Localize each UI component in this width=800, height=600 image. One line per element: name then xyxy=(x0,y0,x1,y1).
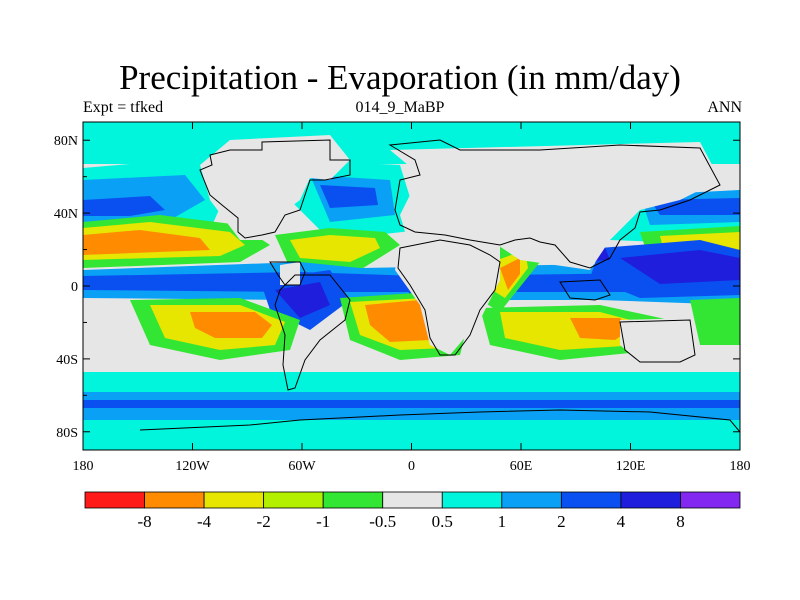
north-america-land xyxy=(200,135,350,240)
satl-subtropic-3 xyxy=(365,300,440,342)
lat-tick-label: 80N xyxy=(54,134,78,149)
lon-tick-label: 120E xyxy=(616,459,646,474)
central-america-land xyxy=(280,262,300,285)
colorbar-label: 8 xyxy=(676,512,685,531)
spac-subtropic-3 xyxy=(190,312,272,338)
north-america-coast xyxy=(199,139,351,239)
colorbar-swatch xyxy=(680,491,741,509)
colorbar-label: 1 xyxy=(498,512,507,531)
north-atlantic-core xyxy=(320,185,378,208)
natl-subtropic-2 xyxy=(290,235,380,262)
experiment-label: Expt = tfked xyxy=(83,99,164,116)
colorbar-swatch xyxy=(441,491,503,509)
colorbar-swatch xyxy=(560,491,622,509)
lon-tick-label: 60W xyxy=(288,459,316,474)
axis-ticks: 180 120W 60W 0 60E 120E 180 80N 40N 0 40S 80S xyxy=(54,122,751,474)
colorbar-label: -4 xyxy=(197,512,212,531)
coastlines xyxy=(139,139,740,433)
lon-tick-label: 0 xyxy=(408,459,415,474)
lon-tick-label: 180 xyxy=(73,459,94,474)
colorbar-label: -8 xyxy=(137,512,151,531)
time-period-label: 014_9_MaBP xyxy=(355,99,445,116)
colorbar-swatch xyxy=(322,491,384,509)
colorbar-swatch xyxy=(203,491,265,509)
maritime-continent-coast xyxy=(559,279,611,301)
eurasia-land xyxy=(390,142,720,270)
spac-wrap xyxy=(690,298,740,345)
season-label: ANN xyxy=(707,99,742,116)
colorbar-label: -0.5 xyxy=(369,512,396,531)
australia-coast xyxy=(619,319,696,363)
npac-subtropic-3 xyxy=(83,230,210,255)
north-pacific-core-east xyxy=(650,198,740,215)
plot-title: Precipitation - Evaporation (in mm/day) xyxy=(119,58,681,97)
south-america-coast xyxy=(274,274,351,391)
colorbar: -8 -4 -2 -1 -0.5 0.5 1 2 4 8 xyxy=(84,491,741,531)
lon-tick-label: 120W xyxy=(175,459,210,474)
lat-tick-label: 80S xyxy=(56,426,78,441)
lat-tick-label: 40S xyxy=(56,353,78,368)
colorbar-swatch xyxy=(84,491,145,509)
southern-storm-core xyxy=(83,400,740,408)
eurasia-coast xyxy=(388,139,721,269)
arabian-sea-3 xyxy=(500,258,520,290)
central-america-coast xyxy=(269,261,306,286)
colorbar-swatch xyxy=(144,491,205,509)
warm-pool-core xyxy=(620,250,740,284)
lat-tick-label: 0 xyxy=(71,280,78,295)
amazon-core xyxy=(275,282,330,318)
lon-tick-label: 180 xyxy=(730,459,751,474)
antarctica-coast xyxy=(139,409,740,433)
colorbar-label: -1 xyxy=(316,512,330,531)
colorbar-swatch xyxy=(620,491,681,509)
colorbar-swatch xyxy=(263,491,324,509)
colorbar-label: 0.5 xyxy=(432,512,453,531)
lat-tick-label: 40N xyxy=(54,207,78,222)
precip-evap-field xyxy=(83,122,740,450)
north-pacific-core-west xyxy=(83,196,165,216)
colorbar-label: 4 xyxy=(617,512,626,531)
colorbar-label: -2 xyxy=(257,512,271,531)
sind-subtropic-3 xyxy=(570,318,630,340)
lon-tick-label: 60E xyxy=(510,459,533,474)
colorbar-swatch xyxy=(501,491,562,509)
australia-land xyxy=(620,318,692,362)
colorbar-label: 2 xyxy=(557,512,566,531)
africa-coast xyxy=(397,239,501,356)
colorbar-swatch xyxy=(382,491,443,509)
